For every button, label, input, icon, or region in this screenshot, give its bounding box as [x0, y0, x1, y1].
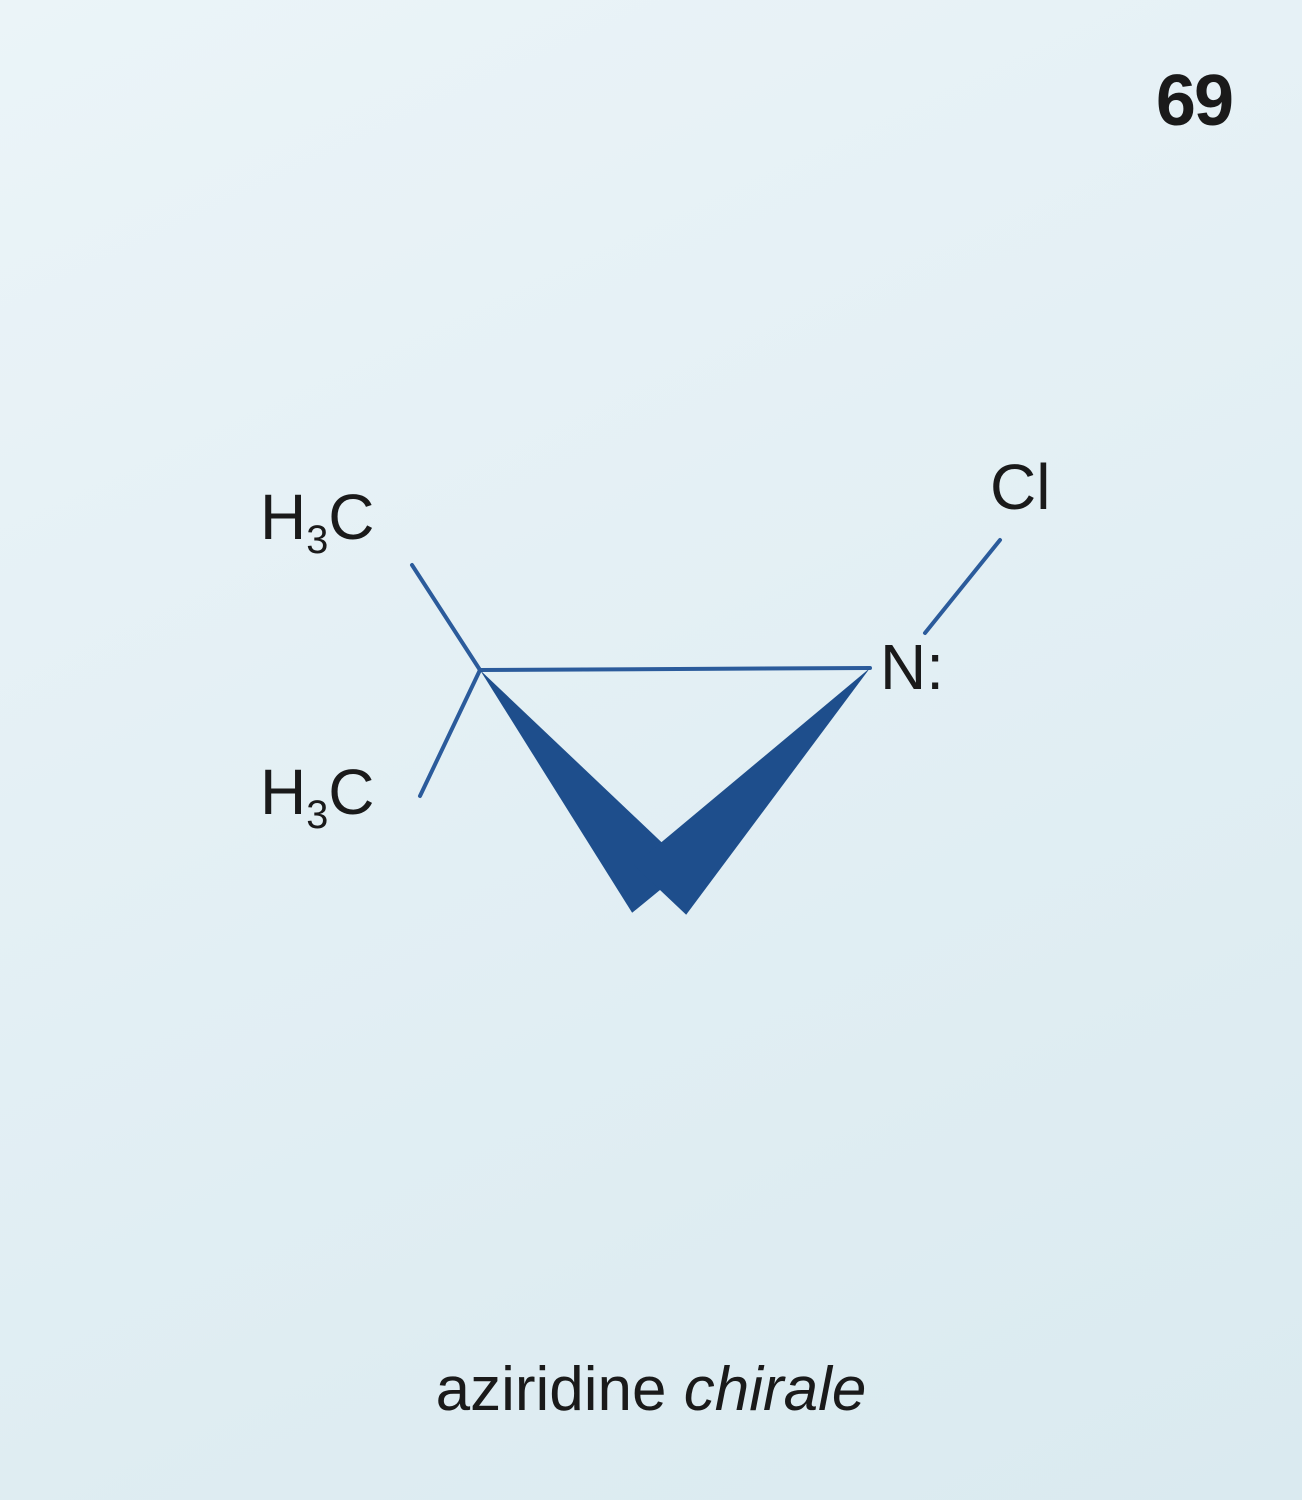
molecule-diagram: [0, 0, 1302, 1500]
bond-n-cl: [925, 540, 1000, 633]
caption-italic: chirale: [684, 1355, 867, 1424]
atom-label-h3c_top: H3C: [260, 480, 375, 554]
bond-c-ch3-top: [412, 565, 480, 670]
bond-c-ch3-bottom: [420, 670, 480, 796]
atom-label-cl: Cl: [990, 450, 1050, 524]
bond-c-n: [480, 668, 870, 670]
atom-label-h3c_bottom: H3C: [260, 755, 375, 829]
caption: aziridine chirale: [436, 1354, 867, 1425]
wedge-n-apex: [634, 668, 870, 915]
atom-label-n: N:: [880, 630, 944, 704]
caption-normal: aziridine: [436, 1355, 684, 1424]
